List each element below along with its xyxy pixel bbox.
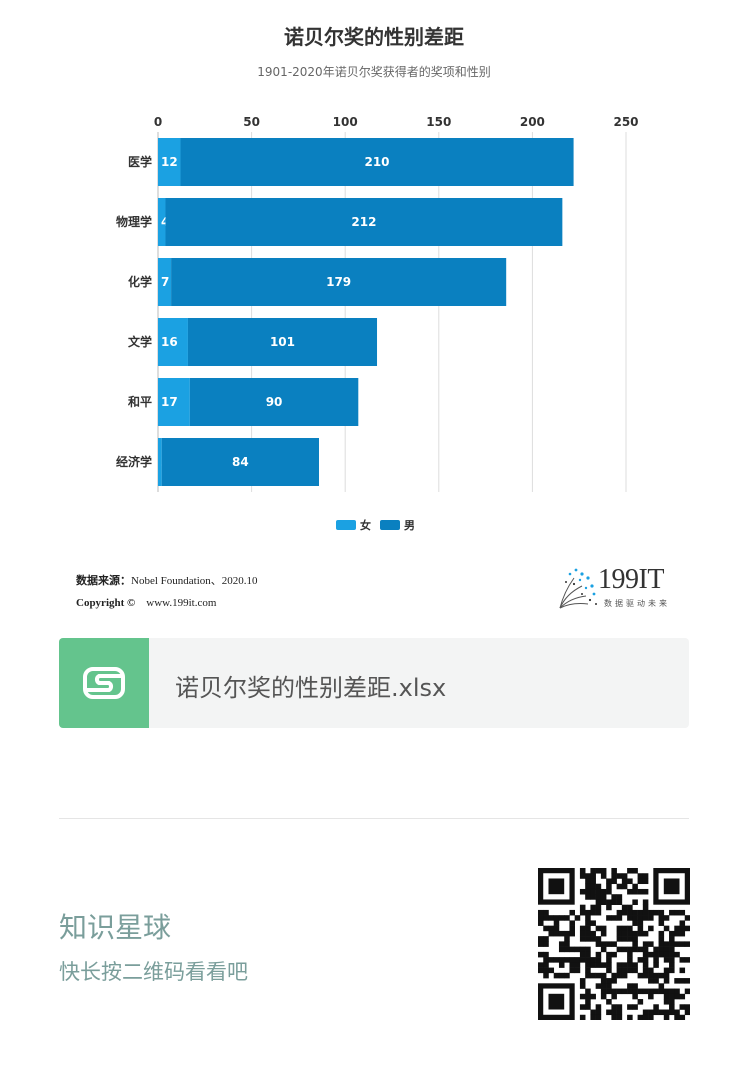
logo-199it: 199IT 数据驱动未来 [552, 562, 682, 614]
gender-gap-chart: 诺贝尔奖的性别差距 1901-2020年诺贝尔奖获得者的奖项和性别 0 50 100… [116, 25, 639, 532]
bars: 1221042127179161011790284 [158, 138, 574, 486]
legend-label: 女 [360, 518, 371, 532]
legend-swatch [380, 520, 400, 530]
bar-value-label: 179 [326, 275, 351, 289]
source-label: 数据来源： [76, 575, 131, 587]
bar-value-label: 17 [161, 395, 178, 409]
category-label: 化学 [128, 274, 152, 289]
bar-value-label: 90 [266, 395, 283, 409]
copyright-url: www.199it.com [146, 597, 217, 609]
dandelion-icon [559, 568, 597, 609]
bar-female [158, 138, 181, 186]
category-label: 和平 [127, 394, 152, 409]
bar-male [171, 258, 507, 306]
source-value: Nobel Foundation、2020.10 [131, 575, 258, 587]
x-tick-label: 0 [154, 115, 162, 129]
file-name: 诺贝尔奖的性别差距.xlsx [175, 674, 447, 702]
logo-slogan: 数据驱动未来 [604, 599, 670, 608]
bar-female [158, 318, 188, 366]
bar-male [161, 438, 319, 486]
bar-value-label: 7 [161, 275, 169, 289]
x-tick-label: 250 [613, 115, 638, 129]
category-label: 医学 [128, 154, 152, 169]
bar-value-label: 16 [161, 335, 178, 349]
x-tick-label: 50 [243, 115, 260, 129]
section-divider [59, 818, 689, 819]
bar-male [165, 198, 563, 246]
category-label: 物理学 [116, 214, 152, 229]
knowledge-planet-subtitle: 快长按二维码看看吧 [59, 960, 248, 984]
category-label: 经济学 [116, 454, 152, 469]
bar-male [187, 318, 378, 366]
bar-value-label: 84 [232, 455, 249, 469]
knowledge-planet-title: 知识星球 [59, 911, 172, 944]
x-tick-label: 150 [426, 115, 451, 129]
bar-female [158, 198, 166, 246]
bar-female [158, 438, 162, 486]
gridlines [157, 132, 627, 492]
bar-value-label: 212 [351, 215, 376, 229]
bar-value-label: 12 [161, 155, 178, 169]
bar-female [158, 258, 172, 306]
bar-value-label: 101 [270, 335, 295, 349]
x-axis-ticks: 0 50 100 150 200 250 [154, 115, 639, 129]
x-tick-label: 200 [520, 115, 545, 129]
chart-subtitle: 1901-2020年诺贝尔奖获得者的奖项和性别 [257, 64, 490, 79]
source-block: 数据来源：Nobel Foundation、2020.10 Copyright … [76, 570, 258, 614]
spreadsheet-icon [59, 638, 149, 728]
logo-text: 199IT [598, 564, 664, 595]
legend-swatch [336, 520, 356, 530]
attachment-card[interactable]: 诺贝尔奖的性别差距.xlsx [59, 638, 689, 728]
legend-label: 男 [404, 519, 415, 532]
bar-value-label: 210 [364, 155, 389, 169]
legend: 女男 [336, 518, 415, 532]
bar-female [158, 378, 190, 426]
x-tick-label: 100 [333, 115, 358, 129]
bar-value-label: 4 [161, 215, 169, 229]
bar-male [189, 378, 359, 426]
category-label: 文学 [128, 334, 152, 349]
copyright-label: Copyright © [76, 597, 136, 609]
s-letter-icon [83, 667, 125, 699]
chart-title: 诺贝尔奖的性别差距 [284, 25, 464, 49]
qr-code-icon[interactable] [538, 868, 690, 1020]
bar-male [180, 138, 574, 186]
